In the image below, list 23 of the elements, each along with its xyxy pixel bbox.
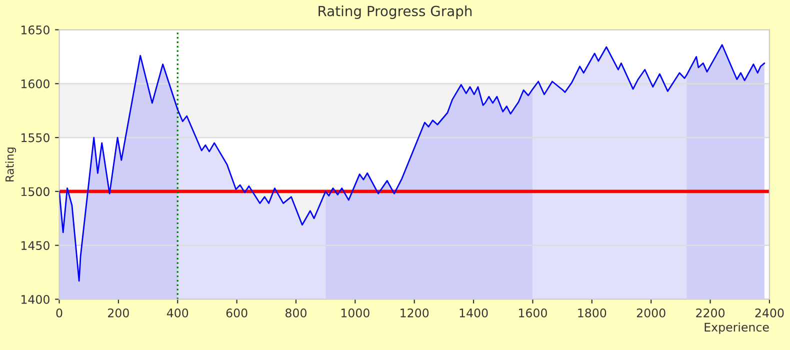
x-tick-label: 400 [166, 308, 188, 318]
y-tick-label: 1650 [21, 25, 50, 34]
x-tick-label: 200 [108, 308, 129, 318]
y-tick-label: 1550 [21, 133, 50, 142]
x-tick-label: 1600 [519, 308, 547, 318]
y-tick-label: 1500 [21, 187, 50, 196]
x-tick-label: 0 [56, 308, 62, 318]
y-axis-title: Rating [5, 148, 16, 182]
x-tick-label: 2400 [755, 308, 784, 318]
x-tick-label: 1800 [578, 308, 606, 318]
x-tick-label: 2200 [696, 308, 725, 318]
x-tick-label: 1400 [460, 308, 488, 318]
y-tick-label: 1450 [21, 241, 50, 250]
x-axis-title: Experience [704, 322, 769, 334]
y-tick-label: 1600 [21, 79, 50, 88]
x-tick-label: 1200 [400, 308, 429, 318]
x-tick-label: 600 [226, 308, 248, 318]
chart-title: Rating Progress Graph [318, 6, 472, 19]
x-tick-label: 800 [286, 308, 306, 318]
line-series [59, 44, 766, 282]
x-tick-label: 2000 [636, 308, 666, 318]
y-tick-label: 1400 [21, 294, 50, 304]
x-tick-label: 1000 [341, 308, 370, 318]
